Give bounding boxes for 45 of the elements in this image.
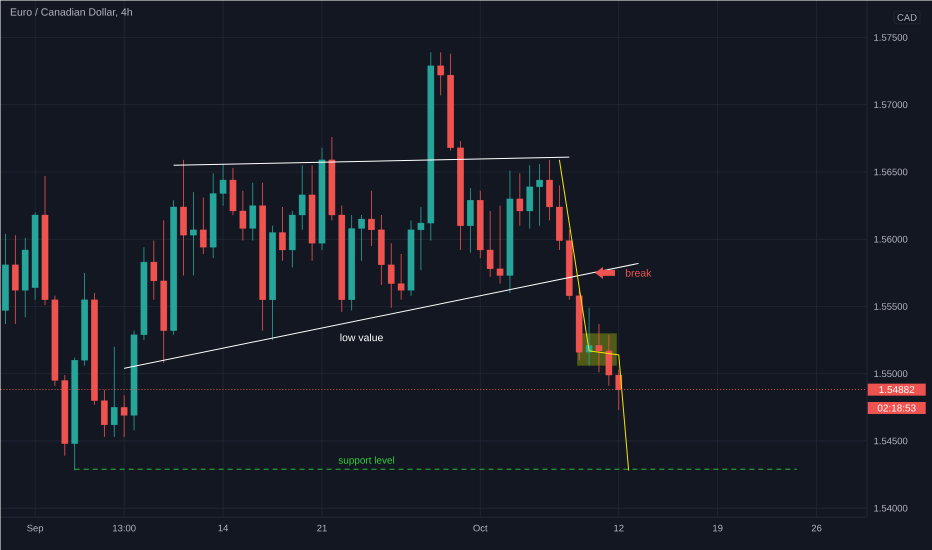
candlestick — [437, 52, 444, 96]
y-tick-label: 1.54000 — [874, 504, 908, 512]
candlestick — [536, 163, 543, 226]
y-tick-label: 1.54500 — [874, 438, 908, 444]
x-tick-label: 12 — [614, 524, 624, 532]
ref-line-label: 1.54882 — [879, 386, 914, 394]
y-tick-label: 1.56000 — [874, 236, 908, 242]
candlestick — [398, 254, 404, 300]
candlestick — [240, 190, 246, 241]
x-tick-label: 13:00 — [113, 524, 136, 532]
y-tick-label: 1.57500 — [874, 34, 908, 41]
y-axis-title: CAD — [898, 14, 917, 21]
y-tick-label: 1.55500 — [874, 303, 908, 310]
candlestick — [279, 206, 286, 262]
candlestick — [596, 323, 602, 373]
y-tick-label: 1.57000 — [874, 101, 908, 108]
x-tick-label: 14 — [218, 524, 228, 532]
y-tick-label: 1.56500 — [874, 168, 908, 176]
y-tick-label: 1.55000 — [874, 370, 908, 377]
text: 02:18:53 — [878, 404, 916, 412]
x-tick-label: Oct — [473, 524, 488, 532]
candlestick — [120, 394, 128, 438]
candlestick — [486, 210, 494, 278]
candlestick — [150, 240, 158, 300]
candlestick — [298, 164, 306, 230]
candlestick — [516, 172, 524, 226]
candlestick — [190, 192, 197, 276]
candlestick — [388, 242, 395, 308]
candlestick — [586, 307, 592, 366]
candlestick — [200, 197, 207, 254]
candlestick — [358, 214, 365, 262]
annotation: low value — [340, 333, 383, 342]
candlestick — [220, 163, 226, 206]
text: Euro / Canadian Dollar, 4h — [10, 8, 132, 17]
x-tick-label: 26 — [812, 524, 822, 532]
candlestick — [368, 190, 375, 246]
candlestick — [249, 182, 256, 241]
annotation: break — [626, 268, 652, 277]
x-tick-label: 19 — [713, 524, 722, 532]
candlestick — [110, 346, 118, 438]
x-tick-label: Sep — [27, 524, 44, 534]
x-tick-label: 21 — [317, 524, 327, 532]
candlestick — [496, 205, 504, 284]
candlestick — [418, 206, 424, 270]
ref-line-label: support level — [338, 456, 394, 466]
